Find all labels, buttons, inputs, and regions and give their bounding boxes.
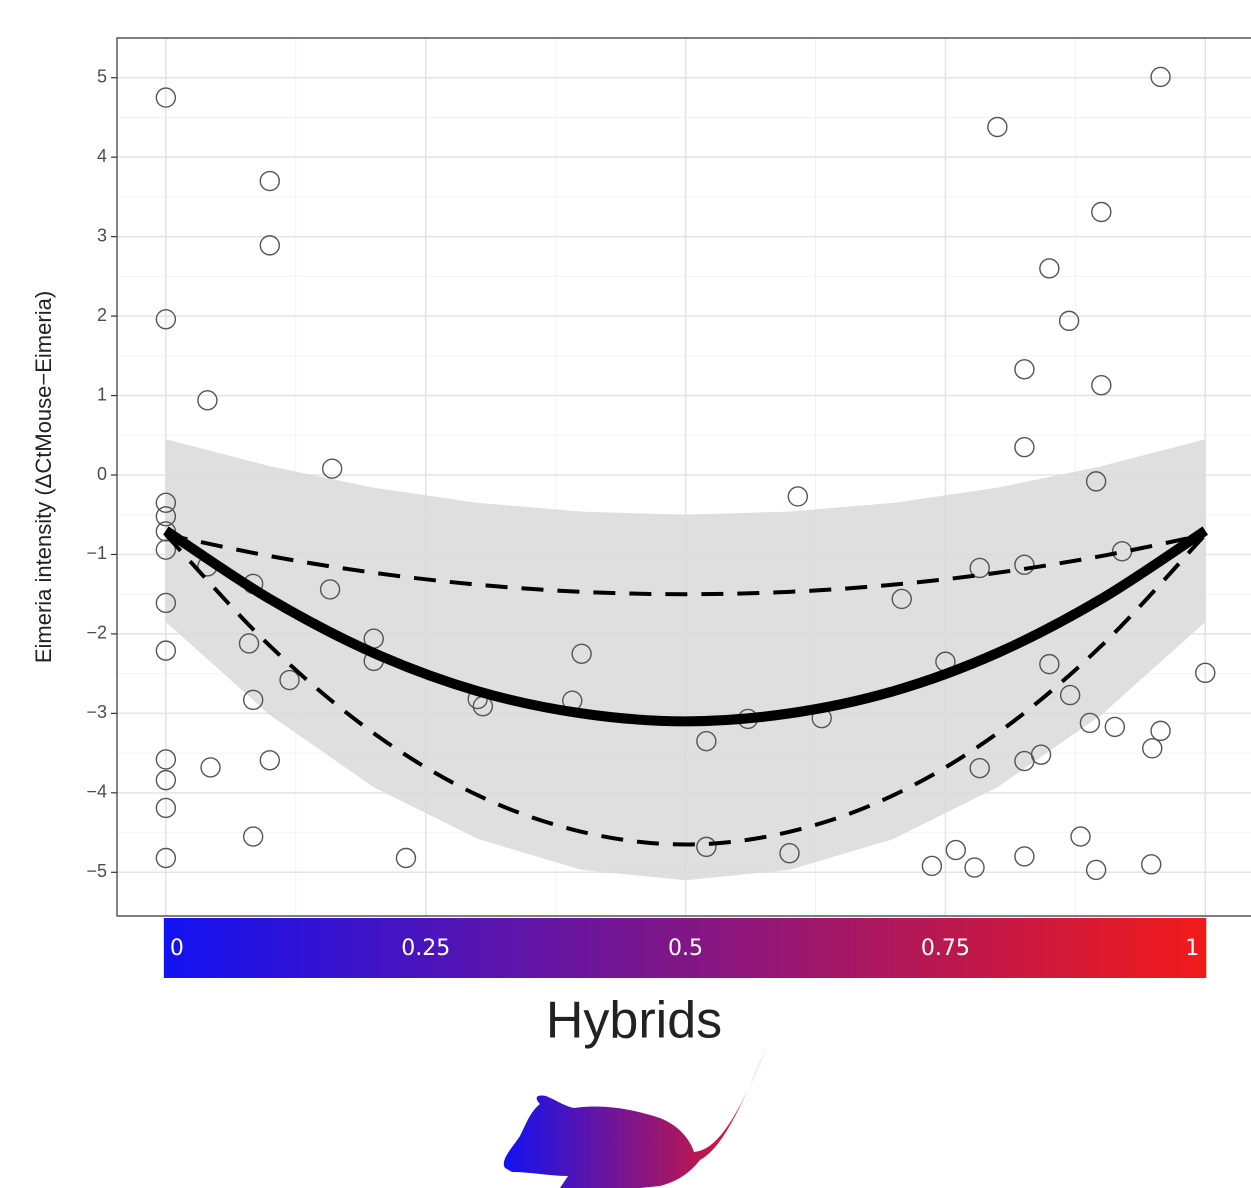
data-point <box>197 390 218 411</box>
data-point <box>238 633 260 654</box>
data-point <box>259 235 280 256</box>
data-point <box>1142 738 1163 759</box>
data-point <box>1195 662 1216 684</box>
data-point <box>155 506 177 527</box>
data-point <box>155 87 177 108</box>
y-tick-label: −2 <box>86 623 107 643</box>
data-point <box>987 116 1008 138</box>
fit-upper-line <box>165 532 1206 597</box>
data-point <box>1085 471 1107 492</box>
x-tick-label: 0.25 <box>401 936 450 961</box>
data-point <box>155 640 177 661</box>
panel-border <box>116 37 1251 917</box>
data-point <box>1091 375 1112 396</box>
y-tick-label: −1 <box>86 543 107 563</box>
data-point <box>155 797 177 819</box>
data-point <box>321 458 343 479</box>
y-tick-label: 1 <box>97 384 107 404</box>
data-point <box>1039 653 1060 675</box>
y-tick-label: 2 <box>97 305 107 325</box>
data-point <box>1085 859 1107 881</box>
data-point <box>1014 846 1035 867</box>
x-tick-label: 0.75 <box>921 936 970 961</box>
x-axis-title: Hybrids <box>546 992 722 1050</box>
data-point <box>1070 826 1091 847</box>
data-point <box>242 826 264 847</box>
data-point <box>155 769 177 791</box>
data-point <box>571 643 592 664</box>
data-point <box>395 847 417 869</box>
data-point <box>787 486 809 507</box>
data-point <box>696 836 717 858</box>
data-point <box>1059 684 1081 706</box>
data-point <box>1141 854 1162 875</box>
data-point <box>1014 359 1035 380</box>
data-point <box>200 757 221 778</box>
data-point <box>969 758 990 779</box>
data-point <box>696 730 717 752</box>
data-point <box>779 843 800 864</box>
y-tick-label: −5 <box>86 861 107 881</box>
data-point <box>155 309 177 330</box>
data-point <box>969 557 990 579</box>
data-point <box>279 669 300 691</box>
data-point <box>259 750 280 771</box>
data-point <box>1058 310 1080 332</box>
data-point <box>1014 554 1035 575</box>
x-tick-label: 0.5 <box>668 936 703 961</box>
data-point <box>155 592 177 614</box>
data-point <box>1014 437 1035 458</box>
data-point <box>155 539 177 560</box>
mouse-icon <box>503 1048 766 1188</box>
confidence-band <box>165 439 1206 881</box>
fit-line <box>163 526 1209 727</box>
data-point <box>1039 258 1060 279</box>
data-point <box>964 857 985 878</box>
y-axis-title: Eimeria intensity (ΔCtMouse−Eimeria) <box>31 291 56 663</box>
y-tick-label: −3 <box>86 702 107 722</box>
data-point <box>155 492 177 514</box>
y-tick-label: −4 <box>86 782 107 802</box>
data-point <box>319 579 341 600</box>
data-point <box>1150 720 1171 742</box>
y-tick-label: 5 <box>97 66 107 86</box>
data-point <box>945 839 967 861</box>
data-point <box>891 588 912 610</box>
data-point <box>1079 712 1101 734</box>
data-point <box>1150 66 1171 88</box>
y-tick-label: 3 <box>97 225 107 245</box>
data-point <box>155 749 177 770</box>
data-point <box>1104 716 1126 738</box>
data-point <box>921 855 943 877</box>
colorbar <box>163 918 1207 978</box>
y-tick-label: 0 <box>97 464 107 484</box>
data-point <box>155 847 177 869</box>
data-point <box>1091 201 1112 223</box>
data-point <box>1030 744 1052 765</box>
data-point <box>242 689 264 711</box>
x-tick-label: 1 <box>1185 936 1199 961</box>
y-tick-label: 4 <box>97 146 107 166</box>
fit-lower-line <box>164 533 1207 847</box>
data-point <box>259 170 280 192</box>
x-tick-label: 0 <box>170 936 184 961</box>
